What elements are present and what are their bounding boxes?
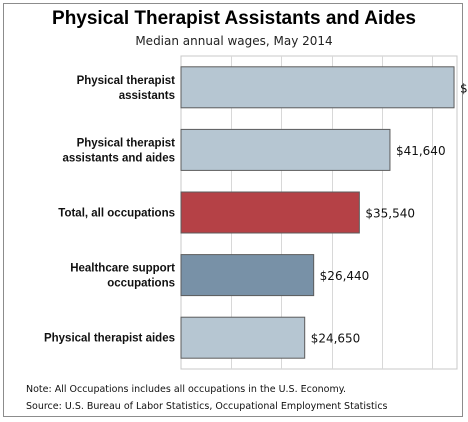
bar xyxy=(180,316,306,359)
data-label: $54,410 xyxy=(460,81,468,95)
bar xyxy=(180,254,315,297)
category-label: Total, all occupations xyxy=(58,208,175,220)
bar xyxy=(180,128,391,171)
category-label: Physical therapist assistants and aides xyxy=(63,137,176,164)
category-label: Healthcare support occupations xyxy=(70,263,175,290)
chart-source: Source: U.S. Bureau of Labor Statistics,… xyxy=(26,401,388,412)
data-label: $41,640 xyxy=(396,144,446,158)
category-label: Physical therapist assistants xyxy=(77,75,176,102)
bar xyxy=(180,66,455,109)
chart-title: Physical Therapist Assistants and Aides xyxy=(52,8,416,29)
chart-subtitle: Median annual wages, May 2014 xyxy=(135,34,333,48)
category-label: Physical therapist aides xyxy=(44,333,175,345)
chart-note: Note: All Occupations includes all occup… xyxy=(26,384,347,395)
data-label: $24,650 xyxy=(311,332,361,346)
bar xyxy=(180,191,360,234)
data-label: $35,540 xyxy=(365,207,415,221)
data-label: $26,440 xyxy=(320,269,370,283)
